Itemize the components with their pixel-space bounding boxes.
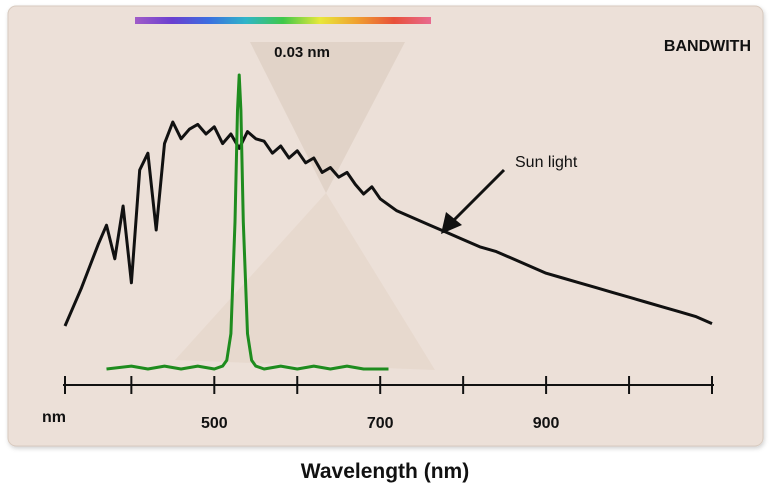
sunlight-arrowhead xyxy=(441,212,462,234)
sunlight-label: Sun light xyxy=(515,154,578,171)
x-unit-label: nm xyxy=(42,409,66,426)
series-line-green-peak xyxy=(106,73,389,371)
ticks-layer: 500 700 900 xyxy=(64,376,713,432)
bandwidth-label: 0.03 nm xyxy=(274,44,330,61)
series-layer xyxy=(63,73,713,371)
sunlight-arrow-shaft xyxy=(450,168,506,224)
series-line-sun-light xyxy=(63,120,713,327)
x-axis-title: Wavelength (nm) xyxy=(301,460,469,483)
x-tick-label: 700 xyxy=(367,415,394,432)
bandwidth-cone-lower xyxy=(175,193,435,370)
bandwidth-cone-upper xyxy=(250,42,405,193)
x-tick-label: 500 xyxy=(201,415,228,432)
chart-title: BANDWITH xyxy=(664,38,751,55)
x-tick-label: 900 xyxy=(533,415,560,432)
spectrum-bar xyxy=(135,17,431,24)
